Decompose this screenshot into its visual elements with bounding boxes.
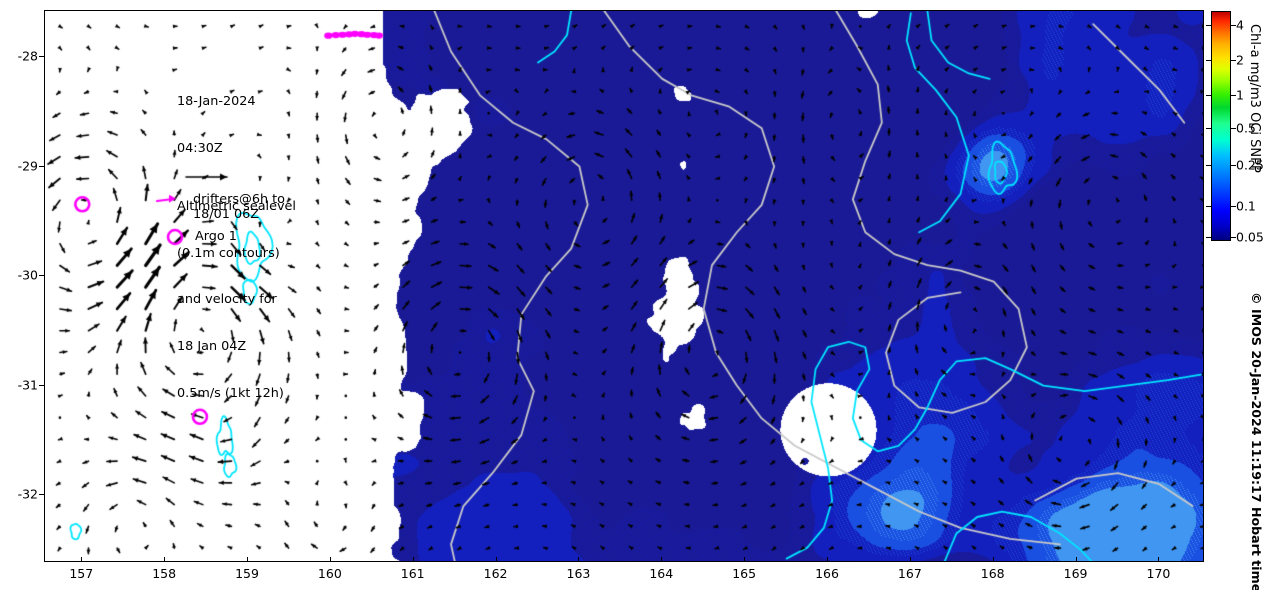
x-tick-mark <box>1158 557 1160 562</box>
colorbar-title: Chl-a mg/m3 OCi SNPP <box>1247 24 1262 173</box>
y-tick-label: -29 <box>17 158 38 174</box>
colorbar-tick-label: 4 <box>1236 17 1244 33</box>
contours-vectors-overlay-layer <box>45 11 1203 561</box>
y-tick-label: -31 <box>17 377 38 393</box>
colorbar-tick-mark <box>1231 60 1236 61</box>
colorbar-tick-label: 2 <box>1236 52 1244 68</box>
x-tick-mark <box>578 557 580 562</box>
colorbar-tick-mark-inner <box>1206 128 1211 129</box>
x-tick-label: 166 <box>815 566 839 581</box>
x-tick-label: 163 <box>566 566 591 581</box>
colorbar-tick-mark-inner <box>1206 95 1211 96</box>
y-tick-mark <box>39 165 44 167</box>
x-tick-mark <box>1075 557 1077 562</box>
x-tick-label: 167 <box>897 566 922 581</box>
y-tick-label: -30 <box>17 267 38 283</box>
colorbar-tick-mark-inner <box>1206 25 1211 26</box>
colorbar-tick-mark <box>1231 25 1236 26</box>
colorbar-tick-mark <box>1231 237 1236 238</box>
colorbar-tick-mark-inner <box>1206 165 1211 166</box>
colorbar-tick-label: 1 <box>1236 87 1244 103</box>
drifter-legend-line-2: 18/01 06Z <box>193 207 259 222</box>
argo-legend-label: Argo 1 <box>195 229 237 244</box>
colorbar-tick-label: 0.05 <box>1236 229 1264 245</box>
x-tick-mark <box>81 557 83 562</box>
drifter-legend-line-1: drifters@6h to <box>193 192 286 207</box>
x-tick-label: 160 <box>317 566 342 581</box>
imos-credit-text: © IMOS 20-Jan-2024 11:19:17 Hobart time <box>1249 292 1264 590</box>
y-tick-mark <box>39 494 44 496</box>
colorbar-tick-mark <box>1231 165 1236 166</box>
x-tick-label: 157 <box>69 566 94 581</box>
x-tick-label: 162 <box>483 566 508 581</box>
x-tick-mark <box>992 557 994 562</box>
x-tick-label: 159 <box>235 566 259 581</box>
x-tick-mark <box>247 557 248 562</box>
colorbar-tick-mark-inner <box>1206 60 1211 61</box>
x-tick-mark <box>329 557 331 562</box>
x-tick-mark <box>909 557 911 562</box>
x-tick-label: 158 <box>152 566 177 581</box>
y-tick-label: -28 <box>17 48 38 64</box>
colorbar[interactable] <box>1211 11 1231 241</box>
y-tick-mark <box>39 56 44 57</box>
x-tick-mark <box>164 557 166 562</box>
x-tick-label: 161 <box>400 566 425 581</box>
x-tick-label: 165 <box>732 566 757 581</box>
x-tick-mark <box>412 557 414 562</box>
x-tick-label: 164 <box>649 566 674 581</box>
x-tick-label: 170 <box>1146 566 1171 581</box>
x-tick-mark <box>744 557 746 562</box>
colorbar-tick-mark <box>1231 128 1236 129</box>
y-tick-mark <box>39 384 44 386</box>
colorbar-tick-mark <box>1231 95 1236 96</box>
colorbar-tick-label: 0.5 <box>1236 120 1256 136</box>
map-plot-area[interactable]: 18-Jan-2024 04:30Z Altimetric sealevel (… <box>44 10 1204 562</box>
colorbar-tick-label: 0.25 <box>1236 157 1264 173</box>
x-tick-label: 169 <box>1063 566 1088 581</box>
x-tick-label: 168 <box>980 566 1005 581</box>
colorbar-tick-label: 0.1 <box>1236 198 1256 214</box>
colorbar-gradient <box>1211 11 1231 241</box>
x-tick-mark <box>495 557 497 562</box>
x-tick-mark <box>827 557 828 562</box>
colorbar-tick-mark-inner <box>1206 206 1211 207</box>
x-tick-mark <box>661 557 663 562</box>
colorbar-tick-mark <box>1231 206 1236 207</box>
y-tick-mark <box>39 275 44 277</box>
colorbar-tick-mark-inner <box>1206 237 1211 238</box>
y-tick-label: -32 <box>17 486 38 502</box>
